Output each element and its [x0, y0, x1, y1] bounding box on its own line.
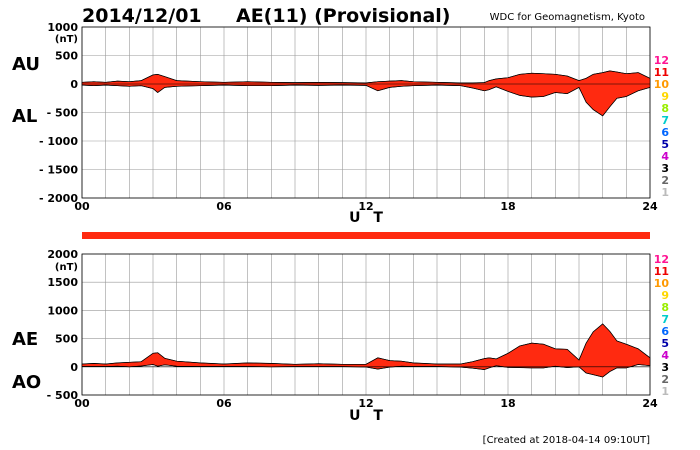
ae-ao-x-ticks: 00 06 12 18 24: [74, 397, 658, 410]
chart-title: AE(11) (Provisional): [236, 5, 450, 27]
legend-item: 11: [654, 66, 669, 79]
legend-item: 9: [661, 289, 669, 302]
x-tick-label: 18: [500, 397, 515, 410]
x-tick-label: 00: [74, 397, 90, 410]
ae-side-label: AE: [12, 329, 38, 350]
legend-item: 8: [661, 102, 669, 115]
y-tick-label: - 2000: [39, 192, 78, 205]
legend-item: 8: [661, 301, 669, 314]
au-al-x-axis-label: U T: [349, 210, 387, 226]
plot-frame: [81, 253, 651, 396]
legend-item: 5: [661, 337, 669, 350]
x-tick-label: 12: [358, 397, 373, 410]
y-tick-label: - 1500: [39, 164, 78, 177]
au-al-area: [81, 70, 651, 117]
legend-item: 5: [661, 138, 669, 151]
legend-item: 2: [661, 174, 669, 187]
y-tick-label: 0: [70, 78, 78, 91]
legend-item: 3: [661, 361, 669, 374]
ae-ao-grid: [81, 253, 651, 396]
legend-item: 6: [661, 126, 669, 139]
legend-item: 2: [661, 373, 669, 386]
au-al-x-ticks: 00 06 12 18 24: [74, 200, 658, 213]
y-tick-label: 2000: [47, 248, 78, 261]
legend-item: 7: [661, 313, 669, 326]
y-tick-label: - 500: [47, 107, 79, 120]
series-line-au: [81, 70, 651, 84]
x-tick-label: 06: [216, 397, 232, 410]
legend-item: 4: [661, 150, 669, 163]
legend-item: 10: [654, 277, 670, 290]
legend-item: 1: [661, 385, 669, 398]
y-tick-label: 0: [70, 361, 78, 374]
ao-side-label: AO: [12, 372, 41, 393]
date-label: 2014/12/01: [82, 5, 202, 27]
y-tick-label: 1000: [47, 304, 78, 317]
y-tick-label: 1000: [47, 21, 78, 34]
x-tick-label: 06: [216, 200, 232, 213]
y-tick-label: 500: [55, 333, 78, 346]
series-line-al: [81, 84, 651, 117]
x-tick-label: 24: [642, 200, 658, 213]
legend-item: 4: [661, 349, 669, 362]
source-label: WDC for Geomagnetism, Kyoto: [490, 12, 645, 23]
y-tick-label: - 500: [47, 389, 79, 402]
ae-ao-area: [81, 323, 651, 378]
x-tick-label: 12: [358, 200, 373, 213]
created-timestamp: [Created at 2018-04-14 09:10UT]: [483, 435, 650, 446]
y-tick-label: 500: [55, 50, 78, 63]
au-al-y-ticks: 1000 500 0 - 500 - 1000 - 1500 - 2000: [39, 21, 78, 205]
legend-item: 6: [661, 325, 669, 338]
ae-ao-y-ticks: 2000 1500 1000 500 0 - 500: [47, 248, 79, 402]
x-tick-label: 00: [74, 200, 90, 213]
au-side-label: AU: [12, 54, 40, 75]
plot-frame: [81, 26, 651, 199]
au-al-grid: [81, 26, 651, 199]
legend-item: 9: [661, 90, 669, 103]
au-al-unit: (nT): [55, 34, 78, 45]
y-tick-label: 1500: [47, 276, 78, 289]
x-tick-label: 18: [500, 200, 515, 213]
legend-item: 7: [661, 114, 669, 127]
legend-item: 1: [661, 186, 669, 199]
legend-item: 12: [654, 253, 669, 266]
al-side-label: AL: [12, 106, 37, 127]
legend-item: 10: [654, 78, 670, 91]
series-line-ae: [81, 323, 651, 365]
ae-ao-x-axis-label: U T: [349, 408, 387, 424]
x-tick-label: 24: [642, 397, 658, 410]
legend-item: 12: [654, 54, 669, 67]
ae-ao-unit: (nT): [55, 262, 78, 273]
legend-item: 3: [661, 162, 669, 175]
y-tick-label: - 1000: [39, 135, 78, 148]
separator-bar: [82, 232, 650, 239]
legend-item: 11: [654, 265, 669, 278]
